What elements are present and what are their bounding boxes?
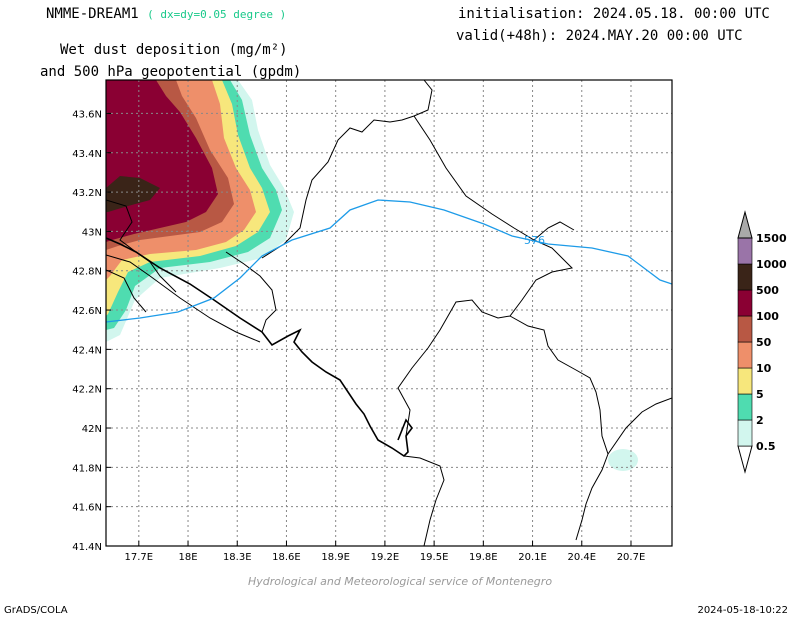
colorbar-level-label: 1500 (756, 232, 787, 245)
lon-tick-label: 19.5E (420, 552, 449, 563)
border-kosovo-macedonia (509, 315, 609, 541)
colorbar-swatch (737, 315, 753, 343)
model-title: NMME-DREAM1 ( dx=dy=0.05 degree ) (46, 6, 286, 22)
colorbar-level-label: 10 (756, 362, 772, 375)
lat-tick-label: 42N (82, 424, 102, 435)
lat-tick-label: 42.8N (72, 267, 102, 278)
lon-tick-label: 18.3E (223, 552, 252, 563)
colorbar-swatch (737, 419, 753, 447)
lon-tick-label: 19.8E (469, 552, 498, 563)
colorbar-swatch (737, 367, 753, 395)
lon-tick-label: 18E (179, 552, 198, 563)
coastline (106, 237, 413, 458)
colorbar-level-label: 0.5 (756, 440, 776, 453)
lat-tick-label: 41.6N (72, 503, 102, 514)
model-name: NMME-DREAM1 (46, 6, 139, 22)
colorbar-level-label: 5 (756, 388, 764, 401)
colorbar-swatch (737, 237, 753, 265)
geopotential-576-label: 576 (524, 234, 545, 247)
colorbar-level-label: 1000 (756, 258, 787, 271)
border-bosnia-croatia (106, 199, 177, 293)
colorbar-swatch (737, 289, 753, 317)
border-montenegro-north (261, 80, 433, 259)
colorbar-lower-arrow (737, 445, 753, 474)
map-frame (105, 79, 673, 547)
lat-tick-label: 42.4N (72, 345, 102, 356)
colorbar-swatch (737, 393, 753, 421)
lat-tick-label: 41.4N (72, 542, 102, 553)
lat-tick-label: 42.6N (72, 306, 102, 317)
lat-tick-label: 43.6N (72, 109, 102, 120)
colorbar-level-label: 500 (756, 284, 779, 297)
lon-tick-label: 18.6E (272, 552, 301, 563)
lat-tick-label: 42.2N (72, 385, 102, 396)
timestamp-label: 2024-05-18-10:22 (697, 605, 788, 616)
colorbar-swatch (737, 263, 753, 291)
coastlines-borders (106, 80, 672, 546)
footer-credit: Hydrological and Meteorological service … (248, 575, 552, 588)
colorbar-level-label: 50 (756, 336, 772, 349)
colorbar-swatch (737, 341, 753, 369)
lon-tick-label: 20.7E (617, 552, 646, 563)
border-northwest (106, 254, 261, 343)
lat-tick-label: 43N (82, 227, 102, 238)
border-bulgaria (607, 397, 672, 455)
valid-time: valid(+48h): 2024.MAY.20 00:00 UTC (456, 28, 743, 44)
colorbar-upper-arrow (737, 210, 753, 239)
colorbar-level-label: 2 (756, 414, 764, 427)
model-resolution: ( dx=dy=0.05 degree ) (147, 8, 287, 21)
lon-tick-label: 18.9E (321, 552, 350, 563)
border-east (533, 221, 575, 241)
lat-tick-label: 43.2N (72, 188, 102, 199)
dust-deposition-field (106, 80, 638, 471)
initialisation-time: initialisation: 2024.05.18. 00:00 UTC (458, 6, 770, 22)
border-montenegro-west (225, 251, 277, 333)
border-albania (403, 455, 445, 546)
dust-level-500 (106, 176, 160, 212)
geopotential-contour: 576 (106, 199, 672, 323)
lon-tick-label: 19.2E (371, 552, 400, 563)
border-far-west (106, 269, 147, 313)
lon-tick-label: 20.1E (518, 552, 547, 563)
lon-tick-label: 17.7E (125, 552, 154, 563)
colorbar-level-label: 100 (756, 310, 779, 323)
variable-title-line1: Wet dust deposition (mg/m²) (60, 42, 288, 58)
lat-tick-label: 41.8N (72, 463, 102, 474)
border-serbia (397, 115, 574, 437)
lon-tick-label: 20.4E (567, 552, 596, 563)
latitude-tick-labels: 43.6N 43.4N 43.2N 43N 42.8N 42.6N 42.4N 42.2N 42… (72, 109, 102, 553)
variable-title-line2: and 500 hPa geopotential (gpdm) (40, 64, 302, 80)
geopotential-576-line (106, 199, 672, 323)
colorbar-legend: 0.5 2 5 10 50 100 500 1000 1500 (737, 210, 787, 474)
lat-tick-label: 43.4N (72, 149, 102, 160)
longitude-tick-labels: 17.7E 18E 18.3E 18.6E 18.9E 19.2E 19.5E 19.8E 20… (125, 552, 646, 563)
software-label: GrADS/COLA (4, 605, 68, 616)
